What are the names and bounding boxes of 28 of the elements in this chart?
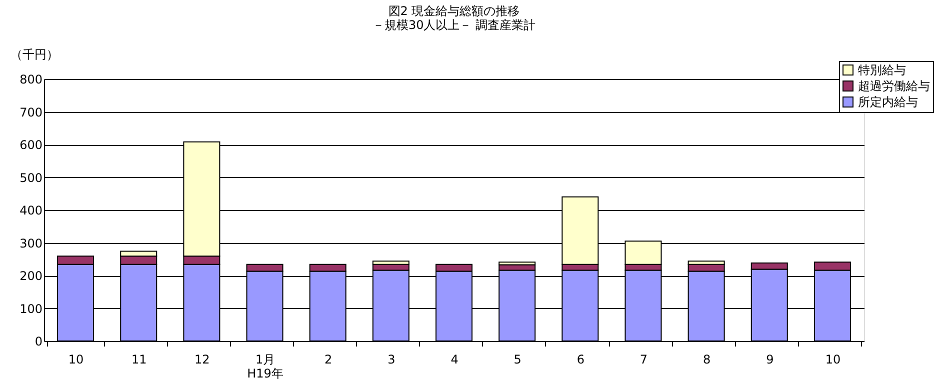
y-tick-label: 400 bbox=[20, 204, 42, 218]
x-tick-label: 1月 H19年 bbox=[247, 352, 284, 379]
x-tick-label: 12 bbox=[194, 352, 210, 366]
legend-label: 超過労働給与 bbox=[858, 79, 930, 93]
y-tick-label: 800 bbox=[20, 72, 42, 86]
y-tick-label: 0 bbox=[34, 334, 42, 348]
x-tick-label: 2 bbox=[324, 352, 332, 366]
text: －規模30人以上－ 調査産業計 bbox=[372, 18, 536, 32]
legend-label: 特別給与 bbox=[858, 63, 906, 77]
text: 図2 現金給与総額の推移 bbox=[388, 4, 520, 18]
y-tick-label: 700 bbox=[20, 105, 42, 120]
y-tick-label: 100 bbox=[20, 302, 42, 316]
x-tick-label: 4 bbox=[450, 352, 458, 366]
x-tick-label: 6 bbox=[576, 352, 584, 366]
y-tick-label: 300 bbox=[20, 236, 42, 250]
x-tick-label: 10 bbox=[68, 352, 84, 366]
x-tick-label: 8 bbox=[702, 352, 711, 366]
y-tick-label: 200 bbox=[20, 269, 42, 283]
y-axis-title: （千円） bbox=[10, 48, 58, 62]
x-tick-label: 9 bbox=[766, 352, 774, 366]
y-tick-label: 500 bbox=[20, 170, 42, 185]
x-tick-label: 10 bbox=[825, 352, 841, 366]
x-tick-label: 7 bbox=[640, 352, 648, 366]
x-tick-label: 11 bbox=[131, 352, 147, 366]
x-tick-label: 3 bbox=[388, 352, 396, 366]
legend-label: 所定内給与 bbox=[858, 95, 918, 109]
y-tick-label: 600 bbox=[20, 138, 42, 152]
x-tick-label: 5 bbox=[514, 352, 522, 366]
